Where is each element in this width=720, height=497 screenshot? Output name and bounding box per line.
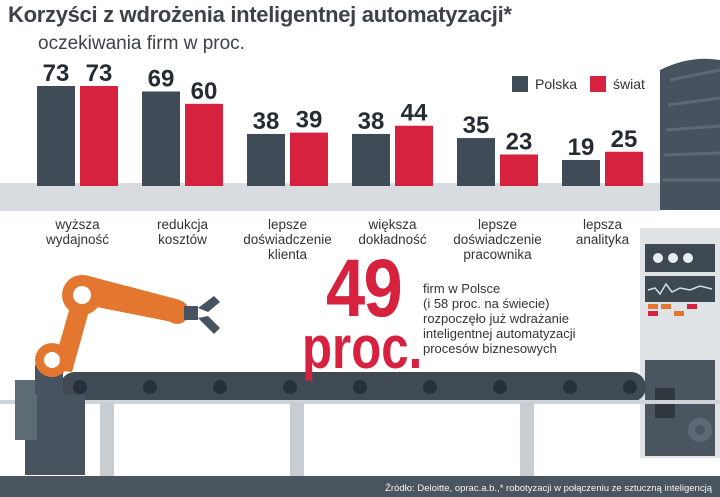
legend-swatch-polska bbox=[512, 76, 528, 92]
highlight-number: 49 bbox=[326, 243, 403, 334]
legend-item-swiat: świat bbox=[590, 74, 645, 94]
bar-swiat-0 bbox=[80, 86, 118, 186]
bar-polska-3 bbox=[352, 133, 390, 186]
bar-polska-4 bbox=[457, 138, 495, 186]
bar-swiat-4 bbox=[500, 154, 538, 186]
legend-label-polska: Polska bbox=[535, 76, 578, 92]
legend-swatch-swiat bbox=[590, 76, 606, 92]
data-label-polska-3: 38 bbox=[358, 108, 385, 135]
highlight-line: procesów biznesowych bbox=[423, 341, 557, 356]
bar-swiat-5 bbox=[605, 151, 643, 186]
highlight-line: inteligentnej automatyzacji bbox=[423, 326, 576, 341]
category-label-0: wyższa wydajność bbox=[45, 217, 110, 247]
category-label-5: lepsza analityka bbox=[575, 217, 630, 247]
data-label-swiat-2: 39 bbox=[296, 107, 323, 134]
data-label-swiat-5: 25 bbox=[611, 126, 638, 153]
highlight-line: firm w Polsce bbox=[423, 281, 501, 296]
bar-swiat-2 bbox=[290, 132, 328, 186]
bar-polska-0 bbox=[37, 86, 75, 186]
bar-polska-5 bbox=[562, 159, 600, 186]
data-label-polska-0: 73 bbox=[43, 60, 70, 87]
legend-item-polska: Polska bbox=[512, 74, 577, 94]
data-label-polska-2: 38 bbox=[253, 108, 280, 135]
category-label-1: redukcja kosztów bbox=[156, 217, 209, 247]
robot-arm bbox=[15, 275, 220, 475]
highlight-line: rozpoczęło już wdrażanie bbox=[423, 311, 569, 326]
bar-polska-2 bbox=[247, 133, 285, 186]
chart-baseline-band bbox=[0, 183, 660, 211]
highlight-description: firm w Polsce (i 58 proc. na świecie) ro… bbox=[423, 281, 575, 356]
category-label-3: większa dokładność bbox=[358, 217, 427, 247]
data-label-swiat-3: 44 bbox=[401, 100, 428, 127]
data-label-polska-1: 69 bbox=[148, 65, 175, 92]
bar-polska-1 bbox=[142, 91, 180, 186]
category-label-2: lepsze doświadczenie klienta bbox=[243, 217, 332, 262]
data-label-polska-4: 35 bbox=[463, 112, 490, 139]
source-note: Źródło: Deloitte, oprac.a.b.,* robotyzac… bbox=[385, 483, 712, 494]
highlight-unit: proc. bbox=[302, 314, 423, 381]
data-label-swiat-0: 73 bbox=[86, 60, 113, 87]
data-label-swiat-4: 23 bbox=[506, 128, 533, 155]
machine-illustration bbox=[640, 58, 720, 458]
data-label-polska-5: 19 bbox=[568, 134, 595, 161]
data-label-swiat-1: 60 bbox=[191, 78, 218, 105]
bar-swiat-1 bbox=[185, 103, 223, 186]
legend-label-swiat: świat bbox=[613, 76, 645, 92]
chart-subtitle: oczekiwania firm w proc. bbox=[38, 33, 245, 54]
bar-swiat-3 bbox=[395, 125, 433, 186]
conveyor-belt bbox=[0, 372, 720, 497]
category-label-4: lepsze doświadczenie pracownika bbox=[453, 217, 542, 262]
chart-title: Korzyści z wdrożenia inteligentnej autom… bbox=[8, 2, 512, 27]
highlight-line: (i 58 proc. na świecie) bbox=[423, 296, 550, 311]
